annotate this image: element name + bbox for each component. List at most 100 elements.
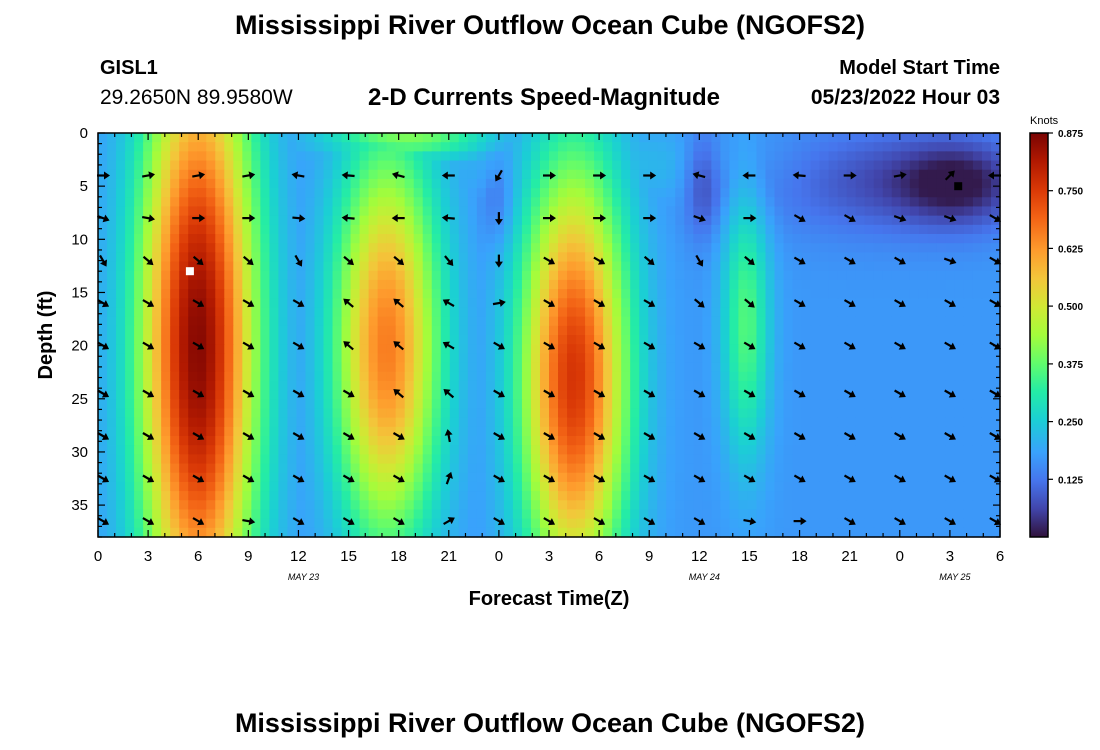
heat-cell [900, 252, 911, 263]
heat-cell [521, 252, 532, 263]
heat-cell [278, 527, 289, 538]
heat-cell [350, 316, 361, 327]
heat-cell [666, 436, 676, 446]
heat-cell [179, 270, 189, 281]
heat-cell [224, 445, 234, 455]
heat-cell [269, 270, 279, 281]
heat-cell [530, 390, 541, 400]
heat-cell [612, 426, 622, 437]
heat-cell [855, 234, 866, 244]
heat-cell [143, 436, 153, 446]
current-vector-arrow [693, 214, 706, 223]
heat-cell [648, 243, 658, 253]
heat-cell [98, 371, 108, 382]
heat-cell [98, 178, 108, 189]
heat-cell [882, 491, 893, 501]
heat-cell [792, 206, 803, 217]
heat-cell [413, 491, 424, 501]
heat-cell [368, 500, 379, 511]
heat-cell [738, 234, 749, 244]
heat-cell [260, 408, 270, 419]
heat-cell [323, 445, 334, 455]
heat-cell [846, 380, 857, 391]
heat-cell [693, 518, 703, 529]
heat-cell [909, 307, 920, 318]
heat-cell [720, 335, 730, 345]
heat-cell [503, 289, 514, 299]
heat-cell [512, 298, 523, 309]
heat-cell [810, 344, 821, 354]
heat-cell [152, 454, 162, 465]
heat-cell [287, 472, 298, 483]
heat-cell [945, 151, 956, 162]
heat-cell [134, 234, 144, 244]
heat-cell [846, 417, 857, 428]
heat-cell [963, 527, 974, 538]
heat-cell [828, 390, 839, 400]
heat-cell [269, 325, 279, 336]
heat-cell [801, 325, 812, 336]
heat-cell [422, 399, 433, 410]
heat-cell [567, 224, 577, 235]
heat-cell [756, 417, 767, 428]
heat-cell [305, 234, 316, 244]
heat-cell [458, 408, 469, 419]
x-tick-label: 9 [645, 548, 653, 565]
heat-cell [702, 344, 712, 354]
heat-cell [467, 436, 478, 446]
heat-cell [738, 390, 749, 400]
heat-cell [395, 279, 406, 290]
heat-cell [98, 197, 108, 208]
heat-cell [603, 371, 613, 382]
heat-cell [738, 527, 749, 538]
heat-cell [873, 344, 884, 354]
heat-cell [819, 215, 830, 226]
heat-cell [359, 518, 370, 529]
heat-cell [188, 335, 198, 345]
heat-cell [143, 188, 153, 198]
heat-cell [648, 481, 658, 492]
heat-cell [810, 518, 821, 529]
heat-cell [359, 151, 370, 162]
heat-cell [530, 472, 541, 483]
heat-cell [891, 270, 902, 281]
heat-cell [603, 151, 613, 162]
heat-cell [576, 270, 586, 281]
heat-cell [458, 527, 469, 538]
heat-cell [630, 344, 640, 354]
heat-cell [368, 188, 379, 198]
heat-cell [134, 289, 144, 299]
heat-cell [485, 215, 496, 226]
heat-cell [549, 472, 559, 483]
heat-cell [206, 454, 216, 465]
heat-cell [954, 335, 965, 345]
heat-cell [107, 491, 117, 501]
heat-cell [404, 436, 415, 446]
heat-cell [711, 316, 721, 327]
heat-cell [945, 160, 956, 171]
heat-cell [702, 261, 712, 272]
heat-cell [476, 463, 487, 474]
heat-cell [188, 362, 198, 373]
heat-cell [846, 408, 857, 419]
heat-cell [990, 325, 1001, 336]
heat-cell [305, 335, 316, 345]
heat-cell [323, 353, 334, 364]
heat-cell [530, 509, 541, 520]
heat-cell [539, 472, 550, 483]
heat-cell [449, 316, 460, 327]
heat-cell [476, 371, 487, 382]
heat-cell [945, 197, 956, 208]
heat-cell [404, 298, 415, 309]
heat-cell [612, 472, 622, 483]
heat-cell [729, 463, 740, 474]
heat-cell [260, 362, 270, 373]
heat-cell [891, 160, 902, 171]
heat-cell [855, 472, 866, 483]
heat-cell [521, 178, 532, 189]
heat-cell [107, 252, 117, 263]
heat-cell [242, 197, 252, 208]
heat-cell [503, 169, 514, 180]
heat-cell [774, 353, 785, 364]
heat-cell [720, 509, 730, 520]
